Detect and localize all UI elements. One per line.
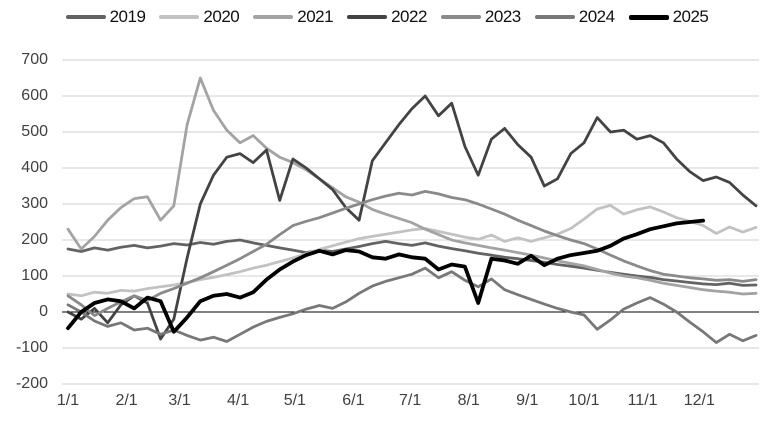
legend-label: 2021	[297, 7, 334, 26]
legend-label: 2019	[109, 7, 146, 26]
legend-label: 2022	[391, 7, 427, 26]
y-axis-tick-label: -200	[15, 375, 48, 392]
legend-line-swatch-2024	[534, 15, 575, 19]
x-axis-tick-label: 1/1	[56, 392, 80, 409]
y-axis-tick-label: 500	[21, 123, 48, 140]
x-axis-tick-label: 2/1	[115, 392, 138, 409]
series-line-2025	[66, 218, 705, 334]
x-axis-tick-label: 5/1	[283, 392, 306, 409]
legend-label: 2023	[484, 7, 521, 26]
legend-item-2024: 2024	[534, 7, 615, 27]
x-axis-tick-label: 4/1	[226, 392, 250, 409]
legend-item-2022: 2022	[347, 7, 427, 27]
x-axis-tick-label: 8/1	[457, 392, 480, 409]
chart-legend: 2019 2020 2021 2022 2023 2024 2025	[0, 5, 774, 29]
x-axis-tick-label: 7/1	[398, 392, 422, 409]
legend-label: 2024	[578, 7, 615, 26]
legend-item-2019: 2019	[65, 7, 146, 27]
legend-label: 2020	[203, 7, 240, 26]
y-axis-tick-label: 400	[21, 159, 48, 176]
legend-line-swatch-2019	[65, 15, 106, 19]
legend-line-swatch-2022	[347, 15, 388, 19]
series-line-2023	[66, 189, 758, 318]
legend-line-swatch-2021	[253, 15, 294, 19]
y-axis-tick-label: 600	[21, 87, 48, 104]
x-axis-tick-label: 11/1	[627, 392, 658, 409]
legend-item-2020: 2020	[159, 7, 240, 27]
legend-item-2025: 2025	[628, 7, 709, 27]
x-axis-tick-label: 3/1	[168, 392, 191, 409]
series-line-2024	[66, 266, 758, 345]
y-axis-tick-label: 200	[21, 231, 48, 248]
legend-label: 2025	[672, 7, 709, 26]
x-axis-tick-label: 12/1	[683, 392, 715, 409]
y-axis-tick-label: 100	[21, 267, 48, 284]
x-axis-tick-label: 6/1	[342, 392, 365, 409]
legend-line-swatch-2025	[628, 14, 669, 20]
legend-item-2021: 2021	[253, 7, 334, 27]
y-axis-tick-label: -100	[15, 339, 48, 356]
legend-line-swatch-2023	[440, 15, 481, 19]
legend-item-2023: 2023	[440, 7, 521, 27]
x-axis-tick-label: 10/1	[568, 392, 600, 409]
x-axis-tick-label: 9/1	[516, 392, 539, 409]
series-line-2022	[66, 94, 758, 341]
legend-line-swatch-2020	[159, 15, 200, 19]
series-line-2021	[66, 76, 758, 296]
y-axis-tick-label: 0	[39, 303, 48, 320]
y-axis-tick-label: 700	[21, 51, 48, 68]
y-axis-tick-label: 300	[21, 195, 48, 212]
series-line-2019	[66, 238, 758, 287]
